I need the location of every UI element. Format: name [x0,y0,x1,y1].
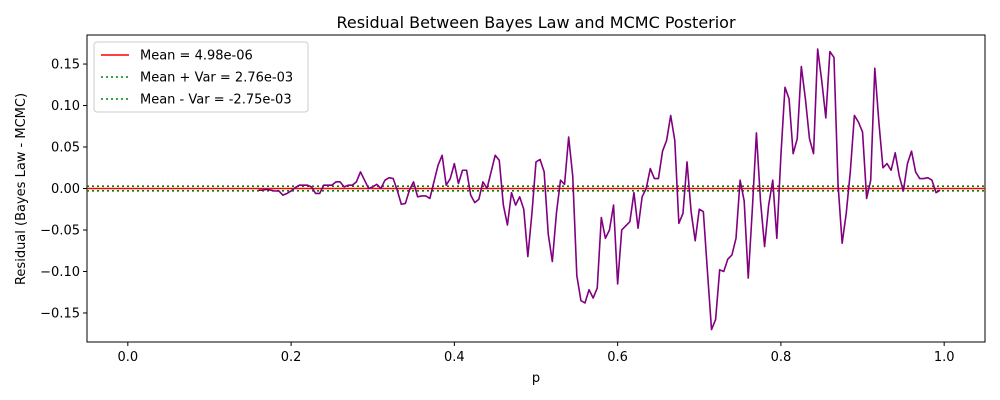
legend-box [93,41,309,113]
y-tick-label: 0.05 [51,141,80,156]
legend-label: Mean + Var = 2.76e-03 [140,71,293,86]
residual-series-line [258,48,941,331]
legend-label: Mean = 4.98e-06 [140,49,253,64]
y-tick-label: −0.15 [40,306,80,321]
x-tick-label: 0.4 [444,350,465,365]
legend-label: Mean - Var = -2.75e-03 [140,93,292,108]
reference-lines [87,185,985,192]
x-tick-label: 1.0 [934,350,955,365]
y-tick-label: −0.10 [40,265,80,280]
legend: Mean = 4.98e-06 Mean + Var = 2.76e-03 Mean… [93,41,309,113]
x-tick-label: 0.6 [607,350,628,365]
x-tick-label: 0.0 [117,350,138,365]
y-tick-label: 0.15 [51,58,80,73]
y-axis-label: Residual (Bayes Law - MCMC) [14,93,29,285]
legend-entry-mean: Mean = 4.98e-06 [101,49,253,64]
y-tick-label: 0.10 [51,99,80,114]
x-tick-label: 0.2 [281,350,302,365]
legend-entry-mean-minus-var: Mean - Var = -2.75e-03 [101,93,292,108]
chart-title: Residual Between Bayes Law and MCMC Post… [336,13,736,32]
x-axis-label: p [532,371,540,386]
y-axis-ticks: −0.15 −0.10 −0.05 0.00 0.05 0.10 0.15 [40,58,87,321]
x-axis-ticks: 0.0 0.2 0.4 0.6 0.8 1.0 [117,342,955,365]
legend-entry-mean-plus-var: Mean + Var = 2.76e-03 [101,71,293,86]
y-tick-label: 0.00 [51,182,80,197]
x-tick-label: 0.8 [771,350,792,365]
y-tick-label: −0.05 [40,223,80,238]
